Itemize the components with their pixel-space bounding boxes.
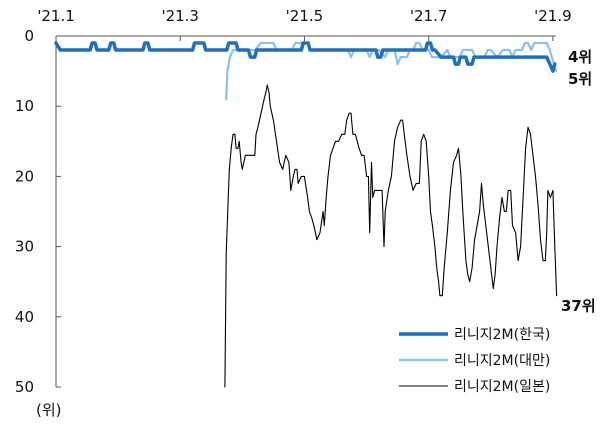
legend-label: 리니지2M(한국) [454,327,550,343]
x-tick-label: '21.1 [37,7,75,25]
chart-axes: 0 10 20 30 40 50(위) '21.1 '21.3 '21.5 '21.7 '21.9 [15,7,572,419]
series-end-label: 5위 [568,70,592,88]
series-end-label: 4위 [568,48,592,66]
x-tick-label: '21.7 [410,7,448,25]
y-tick-label: 0 [24,27,34,45]
legend-label: 리니지2M(일본) [454,379,550,395]
legend-label: 리니지2M(대만) [454,353,550,369]
end-labels: 4위 5위 37위 [561,48,596,315]
y-axis-label: (위) [36,401,62,419]
x-tick-label: '21.3 [161,7,199,25]
legend: 리니지2M(한국) 리니지2M(대만) 리니지2M(일본) [399,327,550,395]
series-end-label: 37위 [561,297,596,315]
y-tick-label: 20 [15,167,34,185]
x-tick-label: '21.5 [286,7,324,25]
y-tick-label: 50 [15,378,34,396]
y-tick-label: 10 [15,97,34,115]
series-line-0 [54,41,557,73]
y-tick-label: 40 [15,308,34,326]
series-line-2 [224,84,558,388]
plot-series [54,41,558,388]
x-tick-label: '21.9 [534,7,572,25]
y-tick-label: 30 [15,238,34,256]
